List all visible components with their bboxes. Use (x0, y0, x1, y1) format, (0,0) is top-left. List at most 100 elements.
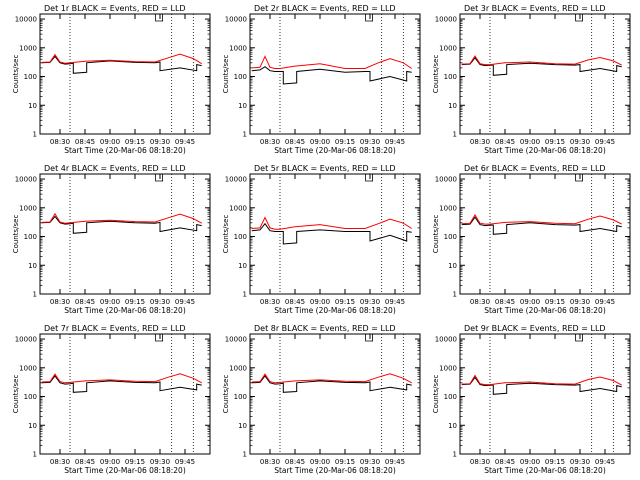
x-tick-label: 08:30 (470, 138, 490, 146)
events-series-line (41, 55, 202, 74)
events-series-line (41, 215, 202, 234)
top-marker (365, 14, 373, 22)
x-tick-label: 09:15 (125, 458, 145, 466)
chart-title: Det 8r BLACK = Events, RED = LLD (254, 324, 396, 333)
y-tick-label: 10000 (15, 336, 37, 344)
x-axis-label: Start Time (20-Mar-06 08:18:20) (64, 306, 186, 315)
y-tick-label: 1000 (19, 44, 37, 52)
y-tick-label: 10 (448, 422, 457, 430)
y-tick-label: 1 (243, 131, 247, 139)
top-marker (365, 174, 373, 182)
chart-panel-4: Det 4r BLACK = Events, RED = LLD 1 10 100 10… (12, 164, 211, 315)
chart-panel-8: Det 8r BLACK = Events, RED = LLD 1 10 100 10… (222, 324, 421, 475)
x-tick-label: 08:45 (285, 138, 305, 146)
x-tick-label: 08:45 (75, 138, 95, 146)
events-series-line (251, 222, 412, 245)
y-tick-label: 10000 (435, 336, 457, 344)
x-tick-label: 09:00 (520, 138, 540, 146)
chart-panel-5: Det 5r BLACK = Events, RED = LLD 1 10 100 10… (222, 164, 421, 315)
y-axis-label: Counts/sec (222, 55, 230, 94)
x-tick-label: 08:30 (260, 138, 280, 146)
top-marker (575, 174, 583, 182)
x-axis-label: Start Time (20-Mar-06 08:18:20) (64, 146, 186, 155)
y-tick-label: 10 (238, 102, 247, 110)
x-tick-label: 09:00 (100, 138, 120, 146)
top-marker (575, 14, 583, 22)
y-tick-label: 1 (33, 451, 37, 459)
lld-series-line (251, 216, 412, 230)
x-tick-label: 09:00 (310, 458, 330, 466)
x-tick-label: 09:00 (520, 298, 540, 306)
x-tick-label: 08:45 (495, 298, 515, 306)
x-axis-label: Start Time (20-Mar-06 08:18:20) (484, 146, 606, 155)
x-tick-label: 08:45 (75, 458, 95, 466)
plot-frame (39, 333, 211, 455)
x-tick-label: 08:45 (495, 458, 515, 466)
lld-series-line (461, 55, 622, 66)
x-tick-label: 08:45 (75, 298, 95, 306)
plot-frame (459, 13, 631, 135)
x-tick-label: 08:30 (260, 458, 280, 466)
y-axis-label: Counts/sec (432, 55, 440, 94)
y-tick-label: 10000 (435, 176, 457, 184)
y-tick-label: 1 (243, 451, 247, 459)
events-series-line (461, 376, 622, 395)
plot-frame (39, 173, 211, 295)
chart-panel-2: Det 2r BLACK = Events, RED = LLD 1 10 100 10… (222, 4, 421, 155)
x-axis-label: Start Time (20-Mar-06 08:18:20) (484, 306, 606, 315)
y-tick-label: 1 (453, 131, 457, 139)
x-tick-label: 09:45 (595, 138, 615, 146)
lld-series-line (41, 53, 202, 65)
chart-panel-7: Det 7r BLACK = Events, RED = LLD 1 10 100 10… (12, 324, 211, 475)
chart-title: Det 3r BLACK = Events, RED = LLD (464, 4, 606, 13)
y-axis-label: Counts/sec (432, 375, 440, 414)
y-tick-label: 10 (28, 102, 37, 110)
plot-frame (459, 333, 631, 455)
y-tick-label: 1000 (229, 204, 247, 212)
y-axis-label: Counts/sec (12, 215, 20, 254)
events-series-line (251, 375, 412, 393)
events-series-line (251, 66, 412, 85)
x-axis-label: Start Time (20-Mar-06 08:18:20) (274, 146, 396, 155)
x-axis-label: Start Time (20-Mar-06 08:18:20) (484, 466, 606, 475)
chart-panel-9: Det 9r BLACK = Events, RED = LLD 1 10 100 10… (432, 324, 631, 475)
lld-series-line (461, 214, 622, 225)
y-tick-label: 10 (238, 422, 247, 430)
y-axis-label: Counts/sec (12, 375, 20, 414)
y-tick-label: 10000 (15, 16, 37, 24)
x-tick-label: 09:00 (310, 298, 330, 306)
y-tick-label: 10000 (15, 176, 37, 184)
x-tick-label: 09:45 (175, 138, 195, 146)
y-tick-label: 10000 (225, 16, 247, 24)
x-tick-label: 09:45 (595, 458, 615, 466)
x-tick-label: 09:45 (175, 458, 195, 466)
y-tick-label: 1000 (229, 44, 247, 52)
x-tick-label: 09:00 (310, 138, 330, 146)
y-tick-label: 10000 (435, 16, 457, 24)
x-tick-label: 09:30 (360, 138, 380, 146)
y-tick-label: 100 (444, 73, 457, 81)
plot-frame (39, 13, 211, 135)
x-axis-label: Start Time (20-Mar-06 08:18:20) (64, 466, 186, 475)
x-tick-label: 09:30 (150, 298, 170, 306)
events-series-line (41, 375, 202, 393)
lld-series-line (461, 374, 622, 386)
x-tick-label: 09:15 (125, 298, 145, 306)
y-tick-label: 1000 (439, 364, 457, 372)
chart-title: Det 5r BLACK = Events, RED = LLD (254, 164, 396, 173)
x-tick-label: 09:45 (385, 138, 405, 146)
x-tick-label: 08:45 (495, 138, 515, 146)
y-tick-label: 10 (448, 262, 457, 270)
y-tick-label: 100 (234, 393, 247, 401)
chart-title: Det 6r BLACK = Events, RED = LLD (464, 164, 606, 173)
y-tick-label: 10000 (225, 336, 247, 344)
top-marker (155, 174, 163, 182)
y-axis-label: Counts/sec (12, 55, 20, 94)
x-tick-label: 08:30 (50, 138, 70, 146)
x-tick-label: 09:15 (545, 458, 565, 466)
y-tick-label: 1000 (439, 204, 457, 212)
y-tick-label: 10 (28, 422, 37, 430)
x-tick-label: 09:15 (335, 138, 355, 146)
y-axis-label: Counts/sec (222, 215, 230, 254)
x-tick-label: 09:30 (150, 458, 170, 466)
